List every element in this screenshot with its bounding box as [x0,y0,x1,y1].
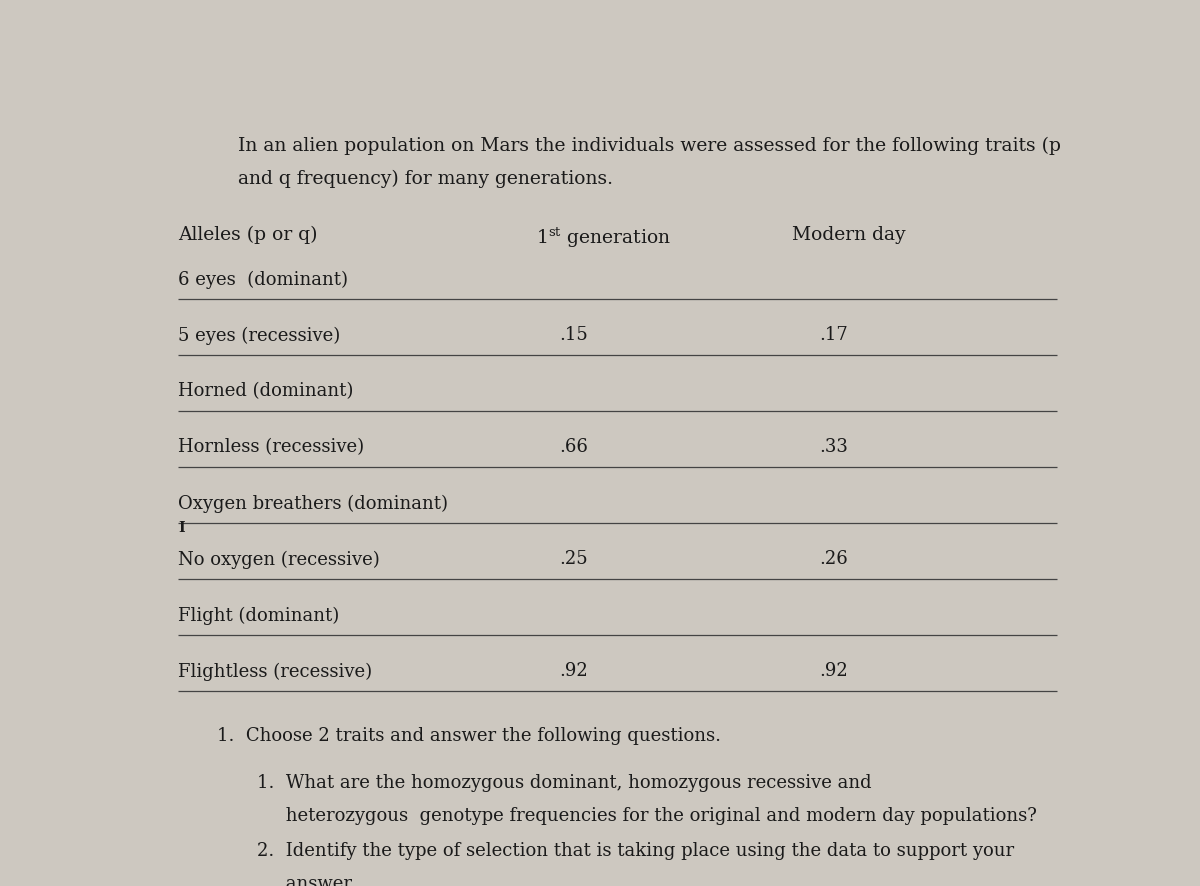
Text: 5 eyes (recessive): 5 eyes (recessive) [178,326,340,345]
Text: Flight (dominant): Flight (dominant) [178,606,340,624]
Text: In an alien population on Mars the individuals were assessed for the following t: In an alien population on Mars the indiv… [239,137,1061,155]
Text: and q frequency) for many generations.: and q frequency) for many generations. [239,170,613,188]
Text: No oxygen (recessive): No oxygen (recessive) [178,549,379,568]
Text: Oxygen breathers (dominant): Oxygen breathers (dominant) [178,494,448,512]
Text: Horned (dominant): Horned (dominant) [178,382,353,400]
Text: .33: .33 [820,438,848,456]
Text: Flightless (recessive): Flightless (recessive) [178,662,372,680]
Text: 6 eyes  (dominant): 6 eyes (dominant) [178,270,348,288]
Text: Hornless (recessive): Hornless (recessive) [178,438,364,456]
Text: .26: .26 [820,549,848,568]
Text: I: I [178,520,185,534]
Text: answer.: answer. [257,874,356,886]
Text: heterozygous  genotype frequencies for the original and modern day populations?: heterozygous genotype frequencies for th… [257,805,1037,824]
Text: $\mathregular{1^{st}}$ generation: $\mathregular{1^{st}}$ generation [536,226,671,250]
Text: .17: .17 [820,326,848,344]
Text: 1.  Choose 2 traits and answer the following questions.: 1. Choose 2 traits and answer the follow… [217,727,721,744]
Text: 1.  What are the homozygous dominant, homozygous recessive and: 1. What are the homozygous dominant, hom… [257,773,871,791]
Text: .92: .92 [559,662,588,680]
Text: .25: .25 [559,549,588,568]
Text: Alleles (p or q): Alleles (p or q) [178,226,317,244]
Text: .15: .15 [559,326,588,344]
Text: Modern day: Modern day [792,226,905,244]
Text: .92: .92 [820,662,848,680]
Text: .66: .66 [559,438,588,456]
Text: 2.  Identify the type of selection that is taking place using the data to suppor: 2. Identify the type of selection that i… [257,841,1014,859]
